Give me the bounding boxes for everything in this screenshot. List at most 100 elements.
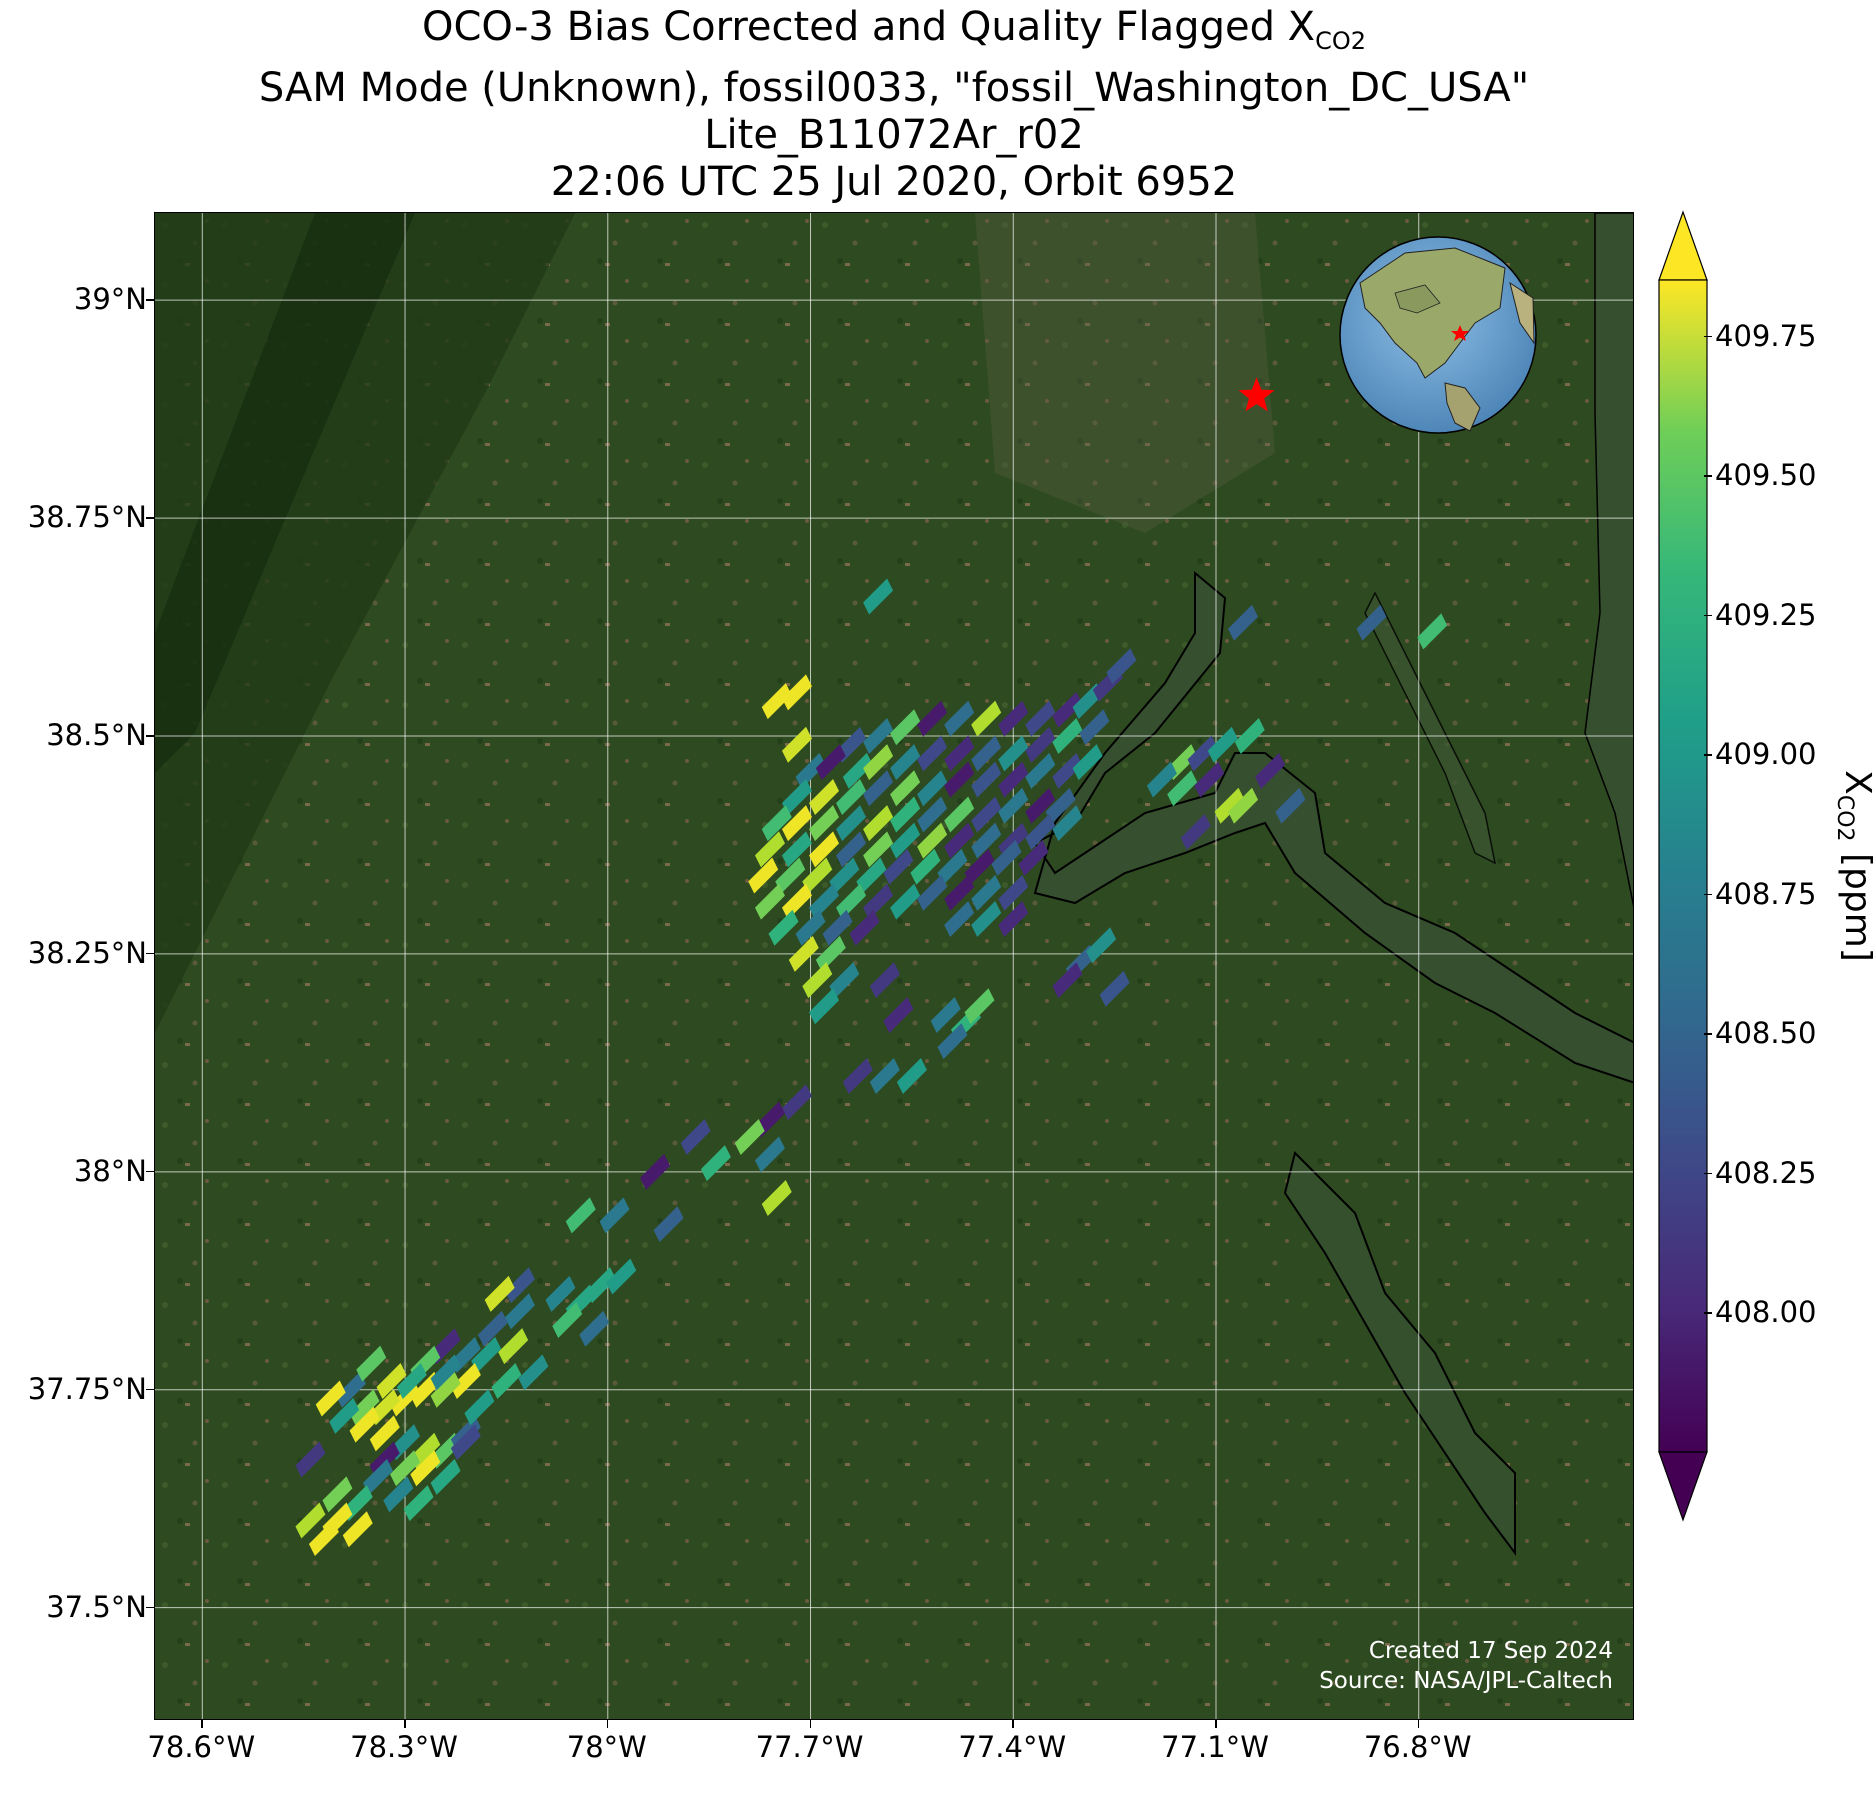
xco2-sounding [836,805,867,842]
longitude-tick-label: 78°W [566,1730,647,1764]
longitude-tick-label: 76.8°W [1363,1730,1472,1764]
xco2-sounding [700,1145,731,1182]
xco2-sounding [849,909,880,946]
xco2-sounding [1025,726,1056,763]
xco2-sounding [809,831,840,868]
xco2-sounding [782,1084,813,1121]
xco2-sounding [403,1485,434,1522]
target-marker[interactable] [1238,377,1275,412]
colorbar-tick-label: 408.50 [1715,1016,1817,1051]
colorbar-label: XCO2 [ppm] [1831,770,1873,962]
xco2-sounding [883,996,914,1033]
xco2-sounding [964,988,995,1025]
colorbar-tick-mark [1704,475,1712,477]
xco2-sounding [565,1197,596,1234]
xco2-sounding [1180,813,1211,850]
xco2-sounding [464,1389,495,1426]
target-star-icon[interactable] [1238,377,1275,412]
latitude-tick-mark [146,735,154,737]
xco2-sounding [998,822,1029,859]
xco2-sounding [1187,735,1218,772]
xco2-sounding [1052,718,1083,755]
title-line-1: OCO-3 Bias Corrected and Quality Flagged… [421,4,1366,55]
xco2-sounding [964,848,995,885]
map-panel[interactable]: Created 17 Sep 2024 Source: NASA/JPL-Cal… [154,212,1634,1720]
mountain-ridge-dark [155,213,415,773]
created-date-text: Created 17 Sep 2024 [1368,1638,1613,1664]
xco2-sounding [1167,770,1198,807]
globe-great-lakes-region [1394,284,1441,314]
globe-north-america [1359,247,1506,379]
latitude-tick-label: 38.5°N [46,718,147,752]
latitude-tick-mark [146,1170,154,1173]
xco2-sounding [775,857,806,894]
xco2-sounding [809,883,840,920]
xco2-sounding [937,1023,968,1060]
xco2-sounding [782,831,813,868]
longitude-tick-mark [606,1720,609,1728]
xco2-sounding [1275,787,1306,824]
xco2-sounding [971,901,1002,938]
xco2-sounding [768,909,799,946]
xco2-sounding [795,909,826,946]
xco2-sounding [1234,718,1265,755]
xco2-sounding [863,805,894,842]
xco2-sounding [349,1406,380,1443]
xco2-sounding [1072,744,1103,781]
longitude-tick-mark [1215,1720,1217,1728]
xco2-sounding [809,779,840,816]
xco2-sounding [802,857,833,894]
xco2-sounding [1194,761,1225,798]
map-canvas[interactable] [155,213,1634,1720]
longitude-tick-mark [201,1720,203,1728]
xco2-sounding [917,735,948,772]
xco2-sounding [944,700,975,737]
xco2-sounding [971,796,1002,833]
xco2-sounding [930,996,961,1033]
longitude-tick-label: 77.4°W [958,1730,1067,1764]
colorbar [1658,210,1708,1522]
latitude-tick-label: 38.75°N [27,500,147,535]
xco2-sounding [1086,927,1117,964]
xco2-sounding [788,935,819,972]
latitude-tick-mark [146,1606,154,1609]
xco2-sounding [971,761,1002,798]
xco2-sounding [890,744,921,781]
colorbar-tick-mark [1704,1033,1712,1035]
xco2-sounding [869,962,900,999]
xco2-sounding [869,1057,900,1094]
xco2-sounding [863,883,894,920]
inset-globe[interactable] [1339,236,1537,434]
xco2-sounding [349,1389,380,1426]
colorbar-tick-label: 409.00 [1715,737,1817,772]
xco2-sounding [836,883,867,920]
xco2-sounding [552,1302,583,1339]
xco2-sounding [599,1197,630,1234]
xco2-sounding [809,988,840,1025]
xco2-sounding [761,1179,792,1216]
xco2-sounding [484,1275,515,1312]
colorbar-extend-max [1658,210,1708,281]
xco2-sounding [1045,787,1076,824]
xco2-sounding [1079,709,1110,746]
xco2-sounding [863,578,894,615]
xco2-sounding [396,1363,427,1400]
colorbar-tick-mark [1704,614,1712,617]
xco2-sounding [545,1275,576,1312]
xco2-sounding [471,1336,502,1373]
xco2-sounding [944,822,975,859]
xco2-sounding [640,1153,671,1190]
xco2-sounding [1099,970,1130,1007]
xco2-sounding [680,1118,711,1155]
colorbar-extend-min [1658,1451,1708,1522]
xco2-sounding [579,1310,610,1347]
xco2-sounding [1052,962,1083,999]
xco2-sounding [430,1354,461,1391]
xco2-sounding [937,848,968,885]
urban-area [975,213,1275,533]
xco2-sounding [863,718,894,755]
xco2-sounding [295,1502,326,1539]
latitude-tick-mark [146,517,154,519]
xco2-sounding [998,787,1029,824]
longitude-tick-label: 78.6°W [147,1730,256,1764]
